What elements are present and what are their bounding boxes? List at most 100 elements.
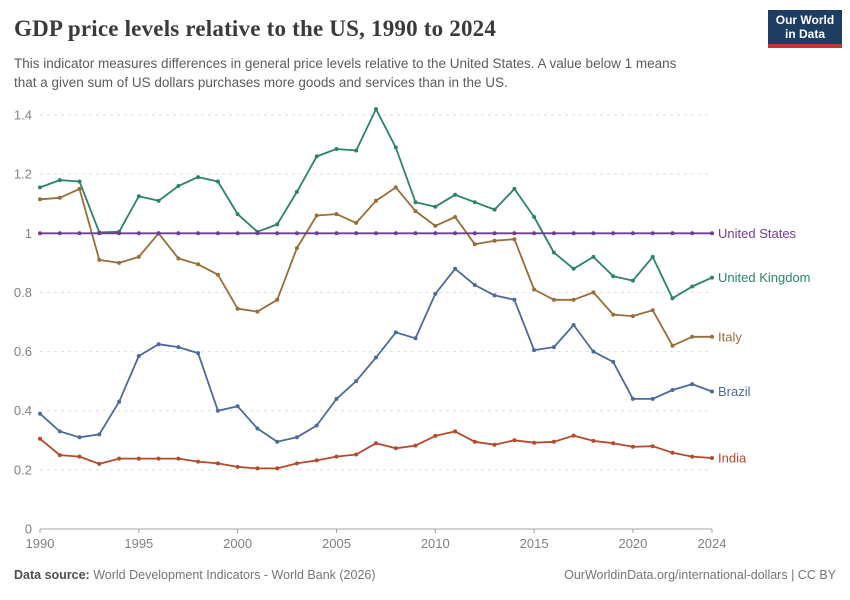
series-marker-brazil: [413, 336, 418, 341]
series-marker-india: [591, 438, 596, 443]
series-marker-india: [57, 453, 62, 458]
series-marker-italy: [196, 262, 201, 267]
series-marker-italy: [275, 297, 280, 302]
series-marker-united-states: [235, 231, 240, 236]
series-marker-brazil: [38, 411, 42, 416]
series-label-italy[interactable]: Italy: [718, 329, 742, 344]
series-marker-brazil: [512, 297, 517, 302]
series-marker-brazil: [393, 330, 398, 335]
series-marker-italy: [413, 209, 418, 214]
series-marker-italy: [374, 198, 378, 203]
series-marker-india: [532, 440, 537, 445]
series-marker-united-kingdom: [334, 147, 339, 151]
series-marker-italy: [334, 212, 339, 217]
series-marker-italy: [433, 223, 438, 228]
series-marker-india: [630, 444, 635, 449]
series-marker-italy: [215, 272, 220, 277]
series-marker-united-states: [314, 231, 319, 236]
series-marker-brazil: [532, 348, 537, 353]
series-marker-brazil: [275, 439, 280, 444]
owid-logo-line1: Our World: [775, 13, 835, 27]
series-marker-italy: [57, 195, 62, 200]
series-marker-united-kingdom: [215, 179, 220, 184]
series-label-united-states[interactable]: United States: [718, 226, 797, 241]
series-marker-brazil: [670, 388, 675, 392]
series-marker-united-states: [492, 231, 497, 236]
y-tick-label-1: 1: [25, 226, 32, 241]
series-marker-italy: [650, 308, 655, 313]
series-marker-india: [176, 456, 181, 461]
series-marker-united-states: [630, 231, 635, 236]
series-marker-united-states: [97, 231, 102, 236]
x-tick-label-1995: 1995: [124, 536, 153, 551]
series-marker-brazil: [156, 342, 161, 347]
series-marker-india: [690, 454, 695, 459]
series-marker-india: [551, 439, 556, 444]
series-marker-united-states: [57, 231, 62, 236]
series-marker-united-kingdom: [235, 212, 240, 217]
series-line-india: [39, 430, 713, 470]
series-marker-united-kingdom: [433, 204, 438, 209]
series-marker-brazil: [334, 396, 339, 401]
series-marker-united-states: [77, 231, 82, 236]
series-marker-united-states: [294, 231, 299, 236]
series-marker-brazil: [77, 435, 82, 440]
data-source-note: Data source: World Development Indicator…: [14, 568, 376, 582]
series-marker-brazil: [117, 399, 122, 404]
series-marker-india: [354, 452, 359, 457]
series-marker-united-kingdom: [571, 266, 576, 271]
series-marker-india: [472, 439, 477, 444]
series-marker-india: [453, 429, 458, 434]
series-marker-italy: [710, 334, 714, 339]
x-tick-label-2024: 2024: [698, 536, 727, 551]
series-marker-united-states: [255, 231, 260, 236]
series-marker-united-kingdom: [275, 222, 280, 227]
series-label-brazil[interactable]: Brazil: [718, 384, 751, 399]
chart-footer: Data source: World Development Indicator…: [14, 568, 836, 582]
series-marker-italy: [690, 334, 695, 339]
series-line-united-kingdom: [39, 108, 713, 300]
series-marker-united-kingdom: [472, 200, 477, 205]
line-chart-canvas: 0 0.2 0.4 0.6 0.8 1 1.2 1.4 1990 1995 2000 2005 2010…: [14, 107, 811, 551]
series-marker-india: [275, 466, 280, 471]
series-marker-brazil: [235, 404, 240, 409]
series-marker-united-states: [611, 231, 616, 236]
series-marker-italy: [512, 237, 517, 242]
series-marker-united-kingdom: [38, 185, 42, 190]
series-marker-brazil: [314, 423, 319, 428]
series-marker-brazil: [551, 345, 556, 350]
series-marker-india: [196, 459, 201, 464]
series-marker-united-kingdom: [294, 189, 299, 194]
series-marker-italy: [77, 186, 82, 191]
series-marker-united-kingdom: [453, 192, 458, 197]
series-marker-italy: [117, 260, 122, 265]
series-marker-united-states: [690, 231, 695, 236]
series-marker-india: [413, 443, 418, 448]
series-marker-brazil: [196, 351, 201, 356]
series-marker-india: [374, 441, 378, 446]
series-label-india[interactable]: India: [718, 451, 747, 466]
series-marker-united-kingdom: [314, 154, 319, 159]
series-marker-united-states: [433, 231, 438, 236]
data-source-label: Data source:: [14, 568, 90, 582]
series-label-united-kingdom[interactable]: United Kingdom: [718, 270, 811, 285]
data-source-value: World Development Indicators - World Ban…: [89, 568, 376, 582]
y-tick-label-0: 0: [25, 522, 32, 537]
series-marker-brazil: [354, 379, 359, 384]
series-marker-india: [492, 442, 497, 447]
series-marker-india: [314, 458, 319, 463]
series-marker-brazil: [571, 323, 576, 327]
series-marker-india: [611, 441, 616, 446]
owid-logo[interactable]: Our World in Data: [768, 10, 842, 48]
series-marker-brazil: [57, 429, 62, 434]
series-marker-brazil: [591, 349, 596, 354]
series-marker-brazil: [255, 426, 260, 431]
credit-link[interactable]: OurWorldinData.org/international-dollars…: [564, 568, 836, 582]
series-marker-india: [334, 454, 339, 459]
y-tick-label-0.4: 0.4: [14, 403, 32, 418]
series-marker-india: [97, 461, 102, 466]
series-marker-india: [393, 446, 398, 451]
x-tick-label-2000: 2000: [223, 536, 252, 551]
series-marker-india: [710, 456, 714, 460]
series-marker-brazil: [611, 359, 616, 364]
